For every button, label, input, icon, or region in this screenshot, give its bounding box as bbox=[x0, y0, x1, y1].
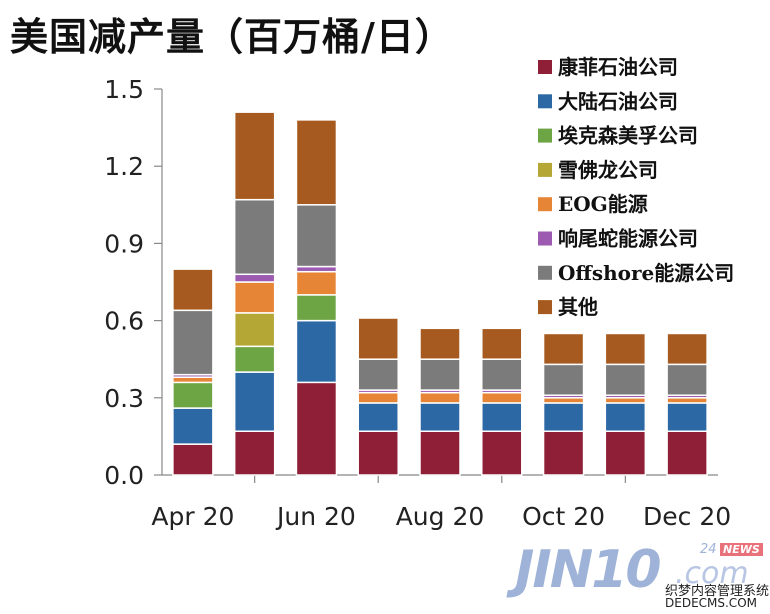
bar-segment-8-5 bbox=[419, 327, 461, 360]
bar-segment-2-2 bbox=[233, 371, 276, 433]
x-tick-label: Apr 20 bbox=[151, 502, 234, 531]
bar-segment-8-2 bbox=[233, 111, 276, 201]
watermark-badge-number: 24 bbox=[700, 542, 717, 557]
bar-segment-2-3 bbox=[295, 319, 338, 384]
legend-label: EOG能源 bbox=[558, 192, 648, 216]
bar-segment-7-7 bbox=[542, 363, 585, 396]
bar-segment-7-8 bbox=[604, 363, 647, 396]
y-tick-label: 0.6 bbox=[104, 307, 144, 336]
legend-swatch bbox=[538, 300, 552, 315]
bar-segment-5-8 bbox=[604, 397, 647, 404]
watermark-logo: JIN10 bbox=[515, 540, 662, 600]
bar-segment-6-2 bbox=[233, 273, 276, 283]
bar-segment-5-9 bbox=[666, 397, 708, 404]
bar-segment-1-6 bbox=[481, 430, 523, 476]
x-tick-label: Oct 20 bbox=[522, 502, 605, 531]
y-tick-label: 0.0 bbox=[104, 461, 144, 490]
bar-segment-1-4 bbox=[357, 430, 399, 476]
bar-segment-5-1 bbox=[172, 376, 214, 384]
legend-swatch bbox=[538, 265, 552, 280]
bar-segment-7-9 bbox=[666, 363, 708, 396]
bar-segment-2-1 bbox=[172, 407, 214, 445]
bar-segment-1-3 bbox=[295, 381, 338, 476]
bar-segment-8-3 bbox=[295, 119, 338, 206]
watermark-site-name: 织梦内容管理系统 bbox=[665, 584, 770, 599]
bar-segment-1-8 bbox=[604, 430, 647, 476]
bar-segment-2-6 bbox=[481, 402, 523, 433]
bar-segment-7-4 bbox=[357, 358, 399, 391]
y-axis: 0.0 0.3 0.6 0.9 1.2 1.5 bbox=[104, 75, 163, 490]
legend-label: 大陆石油公司 bbox=[558, 89, 678, 113]
y-tick-label: 1.5 bbox=[104, 75, 144, 104]
y-tick-label: 1.2 bbox=[104, 152, 144, 181]
legend-swatch bbox=[538, 162, 552, 177]
bar-segment-4-2 bbox=[233, 312, 276, 348]
bar-segment-1-9 bbox=[666, 430, 708, 476]
legend-swatch bbox=[538, 94, 552, 109]
watermark-site-url: DEDECMS.COM bbox=[665, 596, 757, 610]
bar-segment-7-6 bbox=[481, 358, 523, 391]
bar-segment-2-8 bbox=[604, 402, 647, 433]
bar-segment-2-5 bbox=[419, 402, 461, 433]
watermark-news-badge: NEWS bbox=[720, 543, 763, 556]
bar-segment-7-1 bbox=[172, 309, 214, 376]
bar-segment-2-9 bbox=[666, 402, 708, 433]
y-tick-label: 0.9 bbox=[104, 229, 144, 258]
watermark: JIN10 .com 24 NEWS 织梦内容管理系统 DEDECMS.COM bbox=[515, 540, 769, 610]
bar-segment-7-2 bbox=[233, 198, 276, 276]
bar-segment-5-4 bbox=[357, 391, 399, 404]
legend-swatch bbox=[538, 197, 552, 212]
bar-segment-5-6 bbox=[481, 391, 523, 404]
bar-segment-5-7 bbox=[542, 397, 585, 404]
legend-label: 响尾蛇能源公司 bbox=[558, 227, 698, 251]
x-tick-label: Aug 20 bbox=[396, 502, 485, 531]
bar-segment-6-3 bbox=[295, 265, 338, 273]
bar-segment-1-5 bbox=[419, 430, 461, 476]
bar-segment-2-7 bbox=[542, 402, 585, 433]
watermark-logo-suffix: .com bbox=[675, 556, 749, 591]
bar-segment-1-2 bbox=[233, 430, 276, 476]
x-axis: Apr 20 Jun 20 Aug 20 Oct 20 Dec 20 bbox=[151, 474, 731, 531]
bar-segment-7-5 bbox=[419, 358, 461, 391]
bar-segment-5-3 bbox=[295, 270, 338, 296]
bar-segment-1-7 bbox=[542, 430, 585, 476]
bar-segment-5-5 bbox=[419, 391, 461, 404]
bar-segment-3-1 bbox=[172, 381, 214, 409]
bar-segment-7-3 bbox=[295, 204, 338, 268]
bar-segment-8-7 bbox=[542, 332, 585, 366]
bar-segment-8-4 bbox=[357, 317, 399, 360]
chart-title: 美国减产量（百万桶/日） bbox=[10, 14, 454, 59]
bar-segment-2-4 bbox=[357, 402, 399, 433]
bar-segment-8-9 bbox=[666, 332, 708, 366]
bar-segment-1-1 bbox=[172, 443, 214, 476]
x-tick-label: Jun 20 bbox=[275, 502, 356, 531]
bar-segment-8-8 bbox=[604, 332, 647, 366]
legend-label: 雪佛龙公司 bbox=[558, 158, 658, 182]
legend-swatch bbox=[538, 60, 552, 74]
legend-swatch bbox=[538, 128, 552, 143]
bar-segment-8-1 bbox=[172, 268, 214, 312]
bars bbox=[172, 111, 708, 476]
bar-segment-3-2 bbox=[233, 345, 276, 373]
legend-label: 康菲石油公司 bbox=[558, 55, 678, 79]
bar-segment-3-3 bbox=[295, 294, 338, 322]
legend-label: 其他 bbox=[558, 295, 598, 319]
bar-segment-5-2 bbox=[233, 281, 276, 314]
y-tick-label: 0.3 bbox=[104, 384, 144, 413]
legend-swatch bbox=[538, 231, 552, 246]
legend-label: Offshore能源公司 bbox=[558, 261, 734, 285]
legend-label: 埃克森美孚公司 bbox=[558, 124, 698, 148]
bar-segment-8-6 bbox=[481, 327, 523, 360]
x-tick-label: Dec 20 bbox=[643, 502, 731, 531]
